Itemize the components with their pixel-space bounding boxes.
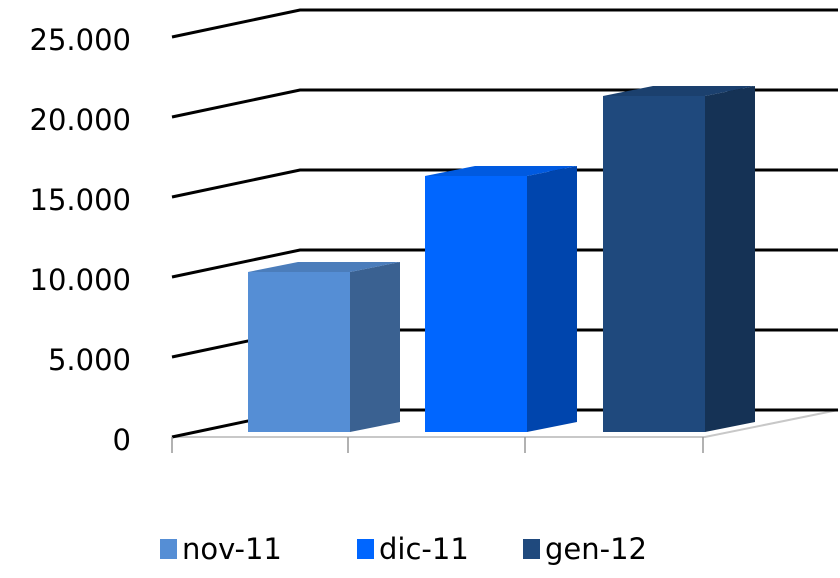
y-tick-label: 0 [113,423,131,457]
legend-label: nov-11 [182,532,282,566]
grid-line [171,8,838,39]
y-tick-label: 5.000 [48,343,131,377]
bar-top [425,166,577,176]
bar-top [248,262,400,272]
y-tick-label: 15.000 [30,183,131,217]
y-tick-label: 10.000 [30,263,131,297]
bar-side [705,86,755,432]
bar [248,272,350,432]
bar-side [350,262,400,432]
legend-swatch [160,539,177,559]
legend-swatch [357,539,374,559]
bar-side [527,166,577,432]
bar [425,176,527,432]
bar [603,96,705,432]
y-tick-label: 25.000 [30,23,131,57]
legend-swatch [523,539,540,559]
legend-label: gen-12 [545,532,647,566]
bar-top [603,86,755,96]
y-tick-label: 20.000 [30,103,131,137]
legend-label: dic-11 [379,532,469,566]
